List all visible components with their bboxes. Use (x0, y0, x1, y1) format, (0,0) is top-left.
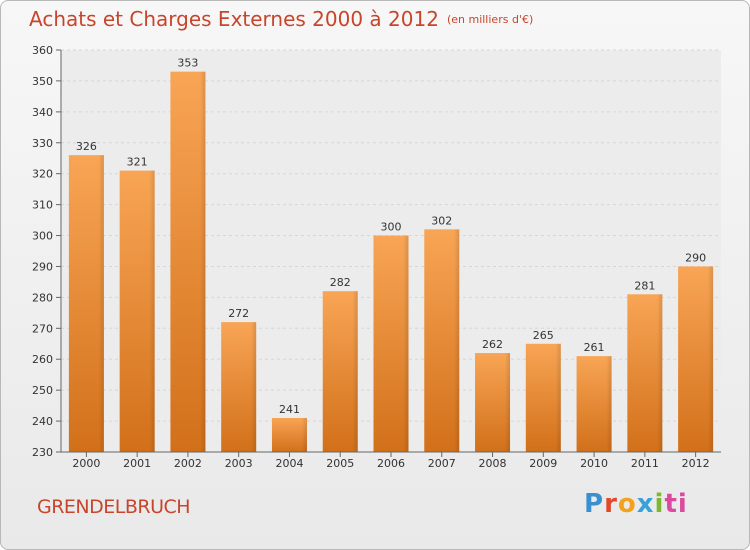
bar-shade (373, 235, 409, 452)
logo-letter: P (584, 489, 605, 519)
x-tick-label: 2011 (631, 457, 659, 470)
y-tick-label: 290 (32, 260, 53, 273)
y-tick-label: 340 (32, 106, 53, 119)
bar-shade (68, 155, 104, 452)
data-label: 265 (533, 329, 554, 342)
x-tick-label: 2004 (275, 457, 303, 470)
title-text: Achats et Charges Externes 2000 à 2012 (29, 7, 439, 31)
y-tick-label: 300 (32, 230, 53, 243)
data-label: 262 (482, 338, 503, 351)
data-label: 281 (634, 279, 655, 292)
y-tick-label: 360 (32, 44, 53, 57)
data-label: 261 (584, 341, 605, 354)
x-tick-label: 2002 (174, 457, 202, 470)
logo-letter: ti (664, 489, 688, 519)
y-tick-label: 310 (32, 199, 53, 212)
bar-shade (170, 71, 206, 453)
x-tick-label: 2003 (225, 457, 253, 470)
y-tick-label: 230 (32, 446, 53, 459)
bar-shade (678, 266, 714, 452)
y-tick-label: 320 (32, 168, 53, 181)
x-tick-label: 2009 (529, 457, 557, 470)
bar-shade (221, 322, 257, 452)
chart-title: Achats et Charges Externes 2000 à 2012 (e… (29, 7, 533, 31)
bar-shade (322, 291, 358, 452)
x-tick-label: 2000 (72, 457, 100, 470)
bar-shade (525, 343, 561, 452)
bar-shade (271, 417, 307, 452)
bar-shade (627, 294, 663, 452)
data-label: 353 (177, 57, 198, 70)
data-label: 326 (76, 140, 97, 153)
y-tick-label: 330 (32, 137, 53, 150)
bar-shade (119, 170, 155, 452)
x-tick-label: 2005 (326, 457, 354, 470)
data-label: 241 (279, 403, 300, 416)
bar-shade (576, 356, 612, 452)
x-tick-label: 2001 (123, 457, 151, 470)
chart-subtitle: (en milliers d'€) (446, 13, 534, 26)
bars-group: 326 321 353 272 241 282 300 302 262 265 261 281 290 (68, 57, 714, 453)
x-tick-label: 2008 (479, 457, 507, 470)
y-tick-label: 250 (32, 384, 53, 397)
logo-letter: o (617, 489, 637, 519)
logo-letter: r (604, 489, 618, 519)
data-label: 321 (127, 156, 148, 169)
x-tick-label: 2006 (377, 457, 405, 470)
y-tick-label: 280 (32, 291, 53, 304)
data-label: 290 (685, 251, 706, 264)
data-label: 302 (431, 214, 452, 227)
bar-shade (475, 353, 511, 452)
data-label: 300 (381, 221, 402, 234)
proxiti-logo: Proxiti (584, 489, 688, 519)
commune-name: GRENDELBRUCH (37, 496, 191, 518)
logo-letter: x (636, 489, 655, 519)
y-tick-label: 260 (32, 353, 53, 366)
axes-group: 230 240 250 260 270 280 290 300 310 320 330 340 350 3… (32, 44, 721, 470)
y-tick-label: 270 (32, 322, 53, 335)
data-label: 282 (330, 276, 351, 289)
x-tick-label: 2010 (580, 457, 608, 470)
x-tick-label: 2007 (428, 457, 456, 470)
y-tick-label: 240 (32, 415, 53, 428)
data-label: 272 (228, 307, 249, 320)
y-tick-label: 350 (32, 75, 53, 88)
bar-shade (424, 229, 460, 452)
logo-letter: i (654, 489, 665, 519)
x-tick-label: 2012 (682, 457, 710, 470)
